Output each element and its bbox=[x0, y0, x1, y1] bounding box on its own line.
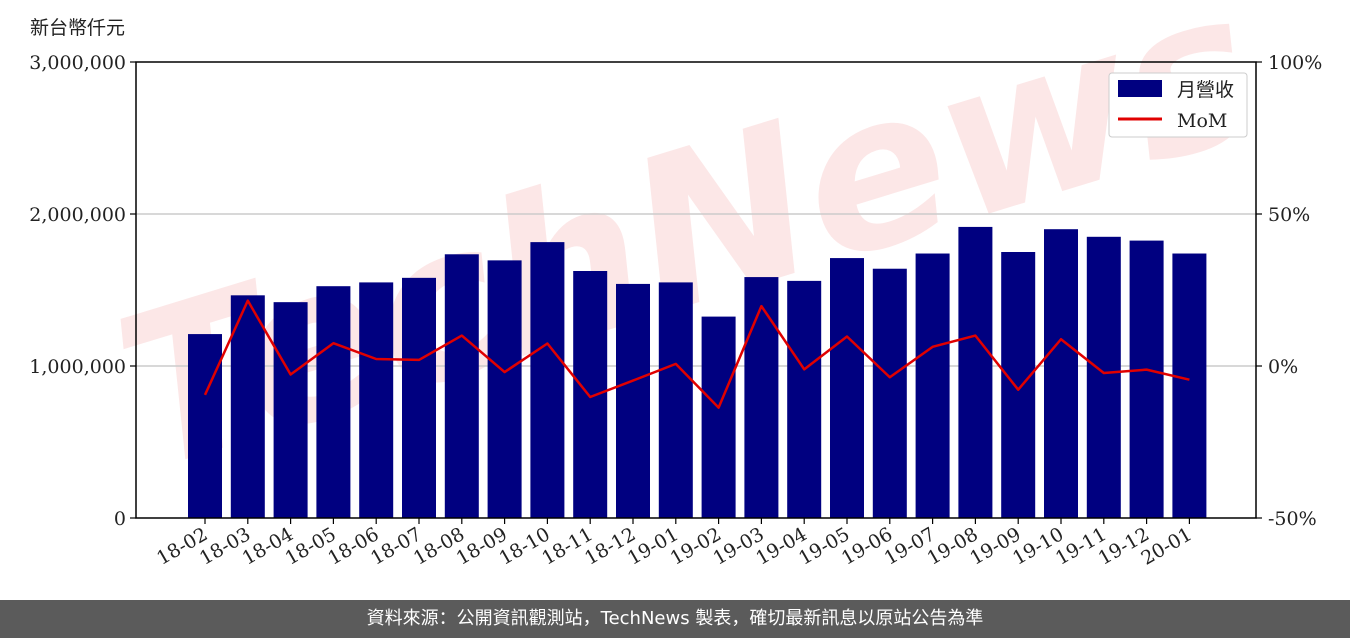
bar-19-06 bbox=[872, 268, 907, 518]
unit-label: 新台幣仟元 bbox=[30, 17, 126, 39]
bar-18-02 bbox=[188, 334, 222, 518]
bar-19-01 bbox=[658, 282, 693, 518]
right-tick-label: 0% bbox=[1268, 356, 1298, 378]
bar-19-10 bbox=[1044, 229, 1078, 518]
left-y-axis: 0 1,000,000 2,000,000 3,000,000 bbox=[29, 52, 136, 530]
left-tick-label: 1,000,000 bbox=[29, 356, 126, 378]
right-y-axis: -50% 0% 50% 100% bbox=[1256, 52, 1322, 530]
bar-20-01 bbox=[1172, 253, 1207, 518]
legend-bar-swatch bbox=[1118, 80, 1162, 97]
legend: 月營收 MoM bbox=[1108, 72, 1248, 138]
bar-series bbox=[188, 226, 1207, 519]
mom-line-series bbox=[203, 299, 1190, 409]
bar-19-03 bbox=[744, 277, 779, 518]
bar-18-09 bbox=[487, 260, 522, 518]
bar-18-08 bbox=[444, 254, 479, 518]
left-tick-label: 0 bbox=[114, 508, 126, 530]
bar-18-12 bbox=[616, 283, 650, 518]
bar-18-11 bbox=[573, 271, 608, 518]
right-tick-label: 100% bbox=[1268, 52, 1322, 74]
legend-label-revenue: 月營收 bbox=[1177, 79, 1234, 101]
bar-19-08 bbox=[958, 226, 993, 519]
footer-source-note: 資料來源：公開資訊觀測站，TechNews 製表，確切最新訊息以原站公告為準 bbox=[0, 600, 1350, 638]
left-tick-label: 2,000,000 bbox=[29, 204, 126, 226]
x-tick-label-20-01: 20-01 bbox=[1137, 523, 1195, 569]
bar-18-10 bbox=[530, 242, 565, 518]
bar-18-03 bbox=[230, 295, 265, 518]
bar-19-12 bbox=[1129, 240, 1164, 518]
bar-19-04 bbox=[787, 280, 822, 518]
left-tick-label: 3,000,000 bbox=[29, 52, 126, 74]
bar-19-09 bbox=[1001, 252, 1036, 518]
legend-label-mom: MoM bbox=[1177, 110, 1227, 132]
right-tick-label: -50% bbox=[1268, 508, 1317, 530]
bar-19-02 bbox=[701, 316, 736, 518]
bar-18-05 bbox=[316, 286, 351, 518]
mom-line bbox=[203, 299, 1190, 409]
bar-19-05 bbox=[830, 258, 864, 518]
bar-18-04 bbox=[273, 302, 308, 518]
x-axis: 18-0218-0318-0418-0518-0618-0718-0818-09… bbox=[153, 518, 1196, 570]
right-tick-label: 50% bbox=[1268, 204, 1310, 226]
bar-18-06 bbox=[359, 282, 394, 518]
bar-19-11 bbox=[1086, 236, 1121, 519]
bar-18-07 bbox=[402, 277, 436, 518]
plot-frame bbox=[135, 61, 1257, 519]
bar-19-07 bbox=[915, 253, 950, 518]
